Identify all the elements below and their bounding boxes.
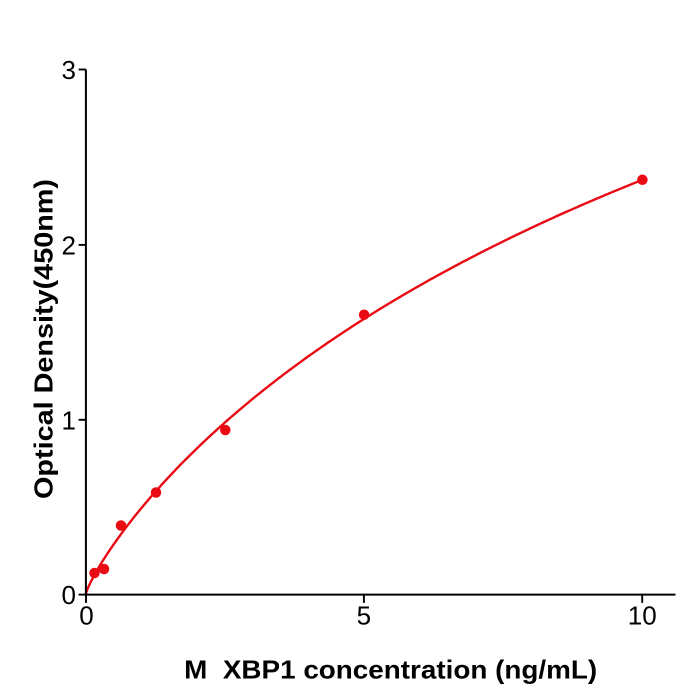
svg-text:0: 0: [79, 601, 93, 631]
svg-text:0: 0: [62, 580, 76, 610]
svg-text:M XBP1 concentration (ng/mL): M XBP1 concentration (ng/mL): [184, 654, 597, 684]
svg-text:Optical Density(450nm): Optical Density(450nm): [29, 179, 59, 499]
svg-text:3: 3: [62, 55, 76, 85]
svg-text:1: 1: [62, 405, 76, 435]
svg-text:5: 5: [357, 601, 371, 631]
svg-text:2: 2: [62, 230, 76, 260]
svg-text:10: 10: [628, 601, 657, 631]
